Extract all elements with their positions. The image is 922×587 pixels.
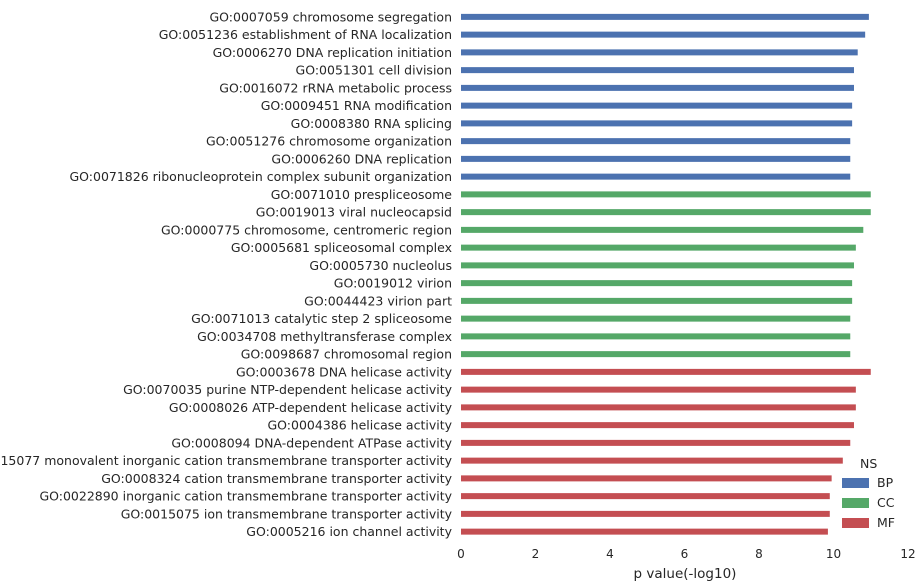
bar-bp <box>461 13 869 20</box>
y-tick-label: GO:0008026 ATP-dependent helicase activi… <box>169 400 453 415</box>
y-tick-label: GO:0007059 chromosome segregation <box>209 9 452 24</box>
bar-cc <box>461 315 851 322</box>
bar-bp <box>461 173 851 180</box>
y-tick-label: GO:0004386 helicase activity <box>267 418 452 433</box>
bars-layer <box>461 13 871 535</box>
bar-cc <box>461 262 854 269</box>
y-tick-label: GO:0071010 prespliceosome <box>271 187 453 202</box>
bar-mf <box>461 368 871 375</box>
legend-label-cc: CC <box>877 495 895 510</box>
bar-mf <box>461 422 854 429</box>
y-tick-label: GO:0005681 spliceosomal complex <box>231 240 452 255</box>
bar-cc <box>461 333 851 340</box>
bar-mf <box>461 386 856 393</box>
bar-cc <box>461 351 851 358</box>
y-tick-label: GO:0034708 methyltransferase complex <box>197 329 452 344</box>
bar-bp <box>461 138 851 145</box>
y-tick-label: GO:0019013 viral nucleocapsid <box>256 205 452 220</box>
y-tick-label: GO:0051276 chromosome organization <box>206 134 452 149</box>
bar-mf <box>461 528 828 535</box>
bar-bp <box>461 120 853 127</box>
y-tick-label: GO:0000775 chromosome, centromeric regio… <box>161 222 452 237</box>
legend-title: NS <box>860 456 877 471</box>
bar-cc <box>461 209 871 216</box>
y-tick-label: GO:0005216 ion channel activity <box>246 524 452 539</box>
y-tick-label: GO:0006270 DNA replication initiation <box>213 45 452 60</box>
bar-mf <box>461 493 830 500</box>
y-tick-label: GO:0044423 virion part <box>304 293 452 308</box>
y-tick-label: GO:0022890 inorganic cation transmembran… <box>39 489 452 504</box>
x-tick-label: 4 <box>606 547 614 561</box>
bar-bp <box>461 49 858 56</box>
bar-bp <box>461 67 854 74</box>
bar-bp <box>461 84 854 91</box>
bar-mf <box>461 439 851 446</box>
bar-cc <box>461 297 853 304</box>
y-tick-label: GO:0071826 ribonucleoprotein complex sub… <box>69 169 452 184</box>
y-tick-label: GO:0015075 ion transmembrane transporter… <box>121 506 453 521</box>
y-axis-labels: GO:0007059 chromosome segregation GO:0051… <box>0 9 453 539</box>
bar-mf <box>461 510 830 517</box>
legend: NS BP CC MF <box>842 456 895 530</box>
y-tick-label: GO:0003678 DNA helicase activity <box>236 364 453 379</box>
legend-items: BP CC MF <box>842 475 895 530</box>
bar-cc <box>461 244 856 251</box>
x-axis-ticks: 0 2 4 6 8 10 12 <box>457 547 915 561</box>
bar-cc <box>461 280 853 287</box>
bar-bp <box>461 102 853 109</box>
x-tick-label: 2 <box>532 547 540 561</box>
y-tick-label: GO:0015077 monovalent inorganic cation t… <box>0 453 453 468</box>
x-tick-label: 0 <box>457 547 465 561</box>
x-axis-label: p value(-log10) <box>634 566 737 582</box>
x-tick-label: 10 <box>826 547 841 561</box>
bar-mf <box>461 457 843 464</box>
bar-mf <box>461 404 856 411</box>
y-tick-label: GO:0098687 chromosomal region <box>241 347 452 362</box>
y-tick-label: GO:0071013 catalytic step 2 spliceosome <box>191 311 452 326</box>
y-tick-label: GO:0019012 virion <box>334 276 452 291</box>
bar-bp <box>461 31 866 38</box>
y-tick-label: GO:0070035 purine NTP-dependent helicase… <box>123 382 453 397</box>
y-tick-label: GO:0016072 rRNA metabolic process <box>219 80 452 95</box>
y-tick-label: GO:0005730 nucleolus <box>309 258 452 273</box>
y-tick-label: GO:0009451 RNA modification <box>261 98 452 113</box>
bar-cc <box>461 226 864 233</box>
x-tick-label: 8 <box>755 547 763 561</box>
legend-swatch-cc <box>842 498 869 508</box>
x-tick-label: 6 <box>681 547 689 561</box>
y-tick-label: GO:0006260 DNA replication <box>271 151 452 166</box>
bar-mf <box>461 475 832 482</box>
legend-label-bp: BP <box>877 475 894 490</box>
legend-swatch-mf <box>842 518 869 528</box>
x-tick-label: 12 <box>900 547 915 561</box>
bar-cc <box>461 191 871 198</box>
legend-label-mf: MF <box>877 515 895 530</box>
y-tick-label: GO:0008380 RNA splicing <box>291 116 452 131</box>
y-tick-label: GO:0051301 cell division <box>296 63 452 78</box>
y-tick-label: GO:0008324 cation transmembrane transpor… <box>101 471 452 486</box>
legend-swatch-bp <box>842 478 869 488</box>
bar-bp <box>461 155 851 162</box>
y-tick-label: GO:0008094 DNA-dependent ATPase activity <box>171 435 452 450</box>
y-tick-label: GO:0051236 establishment of RNA localiza… <box>159 27 452 42</box>
